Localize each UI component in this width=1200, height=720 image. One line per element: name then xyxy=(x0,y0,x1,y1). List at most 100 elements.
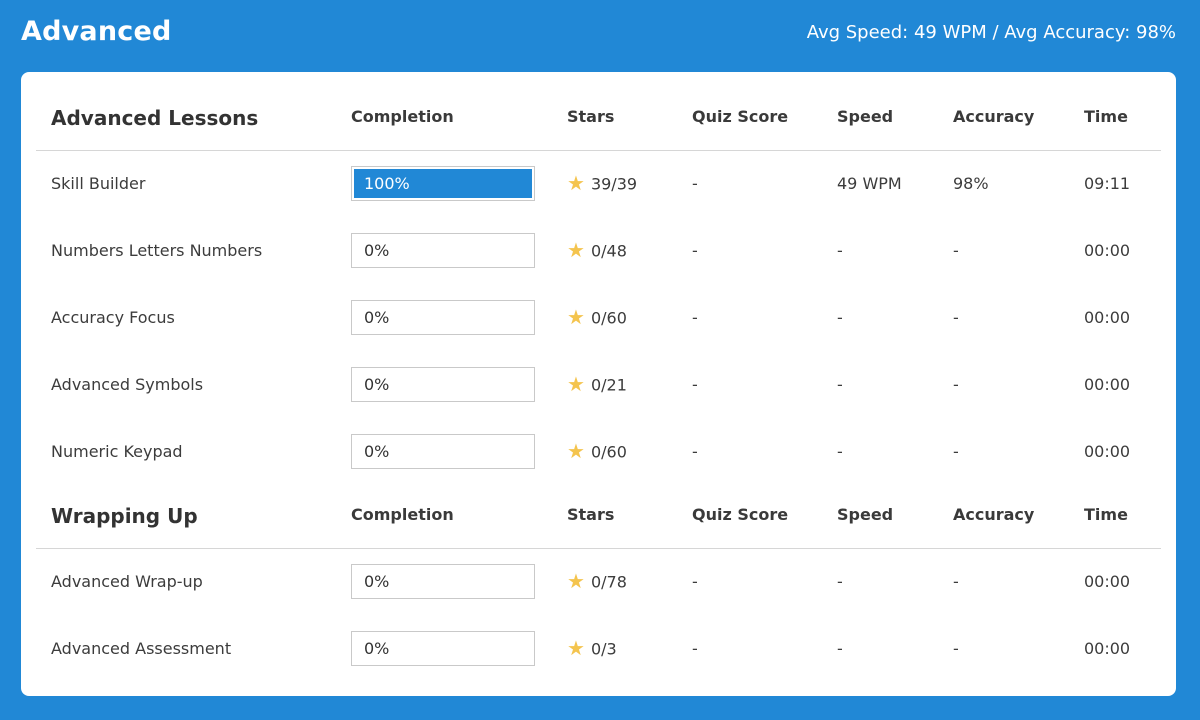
column-header-completion: Completion xyxy=(351,505,454,524)
accuracy-value: - xyxy=(953,639,959,658)
section-header: Advanced Lessons Completion Stars Quiz S… xyxy=(36,72,1161,151)
speed-value: - xyxy=(837,572,843,591)
accuracy-value: - xyxy=(953,241,959,260)
completion-value: 0% xyxy=(364,308,390,327)
column-header-stars: Stars xyxy=(567,505,615,524)
quiz-score-value: - xyxy=(692,572,698,591)
time-value: 09:11 xyxy=(1084,174,1131,193)
completion-value: 0% xyxy=(364,375,390,394)
stars-value: 0/48 xyxy=(590,241,627,261)
completion-progress-bar: 0% xyxy=(351,367,535,402)
star-icon: ★ xyxy=(567,635,585,660)
lesson-row[interactable]: Numbers Letters Numbers 0% ★ 0/48 - - - 0… xyxy=(21,218,1176,285)
lesson-row[interactable]: Accuracy Focus 0% ★ 0/60 - - - 00:00 xyxy=(21,285,1176,352)
stars-cell: ★ 0/48 xyxy=(567,218,627,285)
lesson-row[interactable]: Advanced Wrap-up 0% ★ 0/78 - - - 00:00 xyxy=(21,549,1176,616)
accuracy-value: 98% xyxy=(953,174,989,193)
accuracy-value: - xyxy=(953,572,959,591)
column-header-stars: Stars xyxy=(567,107,615,126)
star-icon: ★ xyxy=(567,237,585,262)
time-value: 00:00 xyxy=(1084,639,1131,658)
star-icon: ★ xyxy=(567,304,585,329)
section-header: Wrapping Up Completion Stars Quiz Score … xyxy=(36,470,1161,549)
section-wrapping-up: Wrapping Up Completion Stars Quiz Score … xyxy=(21,470,1176,683)
completion-value: 100% xyxy=(364,174,410,193)
completion-progress-bar: 0% xyxy=(351,434,535,469)
speed-value: - xyxy=(837,308,843,327)
time-value: 00:00 xyxy=(1084,375,1131,394)
completion-value: 0% xyxy=(364,572,390,591)
lesson-name[interactable]: Skill Builder xyxy=(51,174,146,193)
progress-fill xyxy=(354,169,532,198)
column-header-speed: Speed xyxy=(837,107,894,126)
stars-cell: ★ 39/39 xyxy=(567,151,637,218)
time-value: 00:00 xyxy=(1084,572,1131,591)
speed-value: - xyxy=(837,375,843,394)
stars-cell: ★ 0/78 xyxy=(567,549,627,616)
lesson-name[interactable]: Advanced Assessment xyxy=(51,639,232,658)
stars-value: 0/60 xyxy=(590,442,627,462)
completion-progress-bar: 0% xyxy=(351,300,535,335)
lesson-name[interactable]: Advanced Symbols xyxy=(51,375,204,394)
stars-value: 0/3 xyxy=(590,639,617,659)
star-icon: ★ xyxy=(567,438,585,463)
column-header-time: Time xyxy=(1084,505,1128,524)
column-header-quiz-score: Quiz Score xyxy=(692,107,789,126)
stars-value: 0/60 xyxy=(590,308,627,328)
average-stats: Avg Speed: 49 WPM / Avg Accuracy: 98% xyxy=(806,22,1176,43)
stars-value: 39/39 xyxy=(590,174,638,194)
speed-value: - xyxy=(837,442,843,461)
completion-value: 0% xyxy=(364,241,390,260)
stars-cell: ★ 0/60 xyxy=(567,419,627,486)
column-header-quiz-score: Quiz Score xyxy=(692,505,789,524)
speed-value: - xyxy=(837,241,843,260)
quiz-score-value: - xyxy=(692,308,698,327)
stars-cell: ★ 0/21 xyxy=(567,352,627,419)
star-icon: ★ xyxy=(567,568,585,593)
lesson-row[interactable]: Advanced Symbols 0% ★ 0/21 - - - 00:00 xyxy=(21,352,1176,419)
lesson-name[interactable]: Advanced Wrap-up xyxy=(51,572,203,591)
lesson-row[interactable]: Numeric Keypad 0% ★ 0/60 - - - 00:00 xyxy=(21,419,1176,486)
stars-value: 0/21 xyxy=(590,375,627,395)
lesson-name[interactable]: Numeric Keypad xyxy=(51,442,183,461)
completion-value: 0% xyxy=(364,442,390,461)
column-header-accuracy: Accuracy xyxy=(953,505,1035,524)
accuracy-value: - xyxy=(953,375,959,394)
column-header-time: Time xyxy=(1084,107,1128,126)
lesson-row[interactable]: Advanced Assessment 0% ★ 0/3 - - - 00:00 xyxy=(21,616,1176,683)
time-value: 00:00 xyxy=(1084,308,1131,327)
time-value: 00:00 xyxy=(1084,442,1131,461)
completion-progress-bar: 0% xyxy=(351,233,535,268)
column-header-accuracy: Accuracy xyxy=(953,107,1035,126)
section-title: Wrapping Up xyxy=(51,504,198,528)
completion-value: 0% xyxy=(364,639,390,658)
speed-value: 49 WPM xyxy=(837,174,902,193)
section-title: Advanced Lessons xyxy=(51,106,259,130)
quiz-score-value: - xyxy=(692,241,698,260)
star-icon: ★ xyxy=(567,371,585,396)
stars-cell: ★ 0/3 xyxy=(567,616,617,683)
section-advanced-lessons: Advanced Lessons Completion Stars Quiz S… xyxy=(21,72,1176,486)
stars-value: 0/78 xyxy=(590,572,627,592)
speed-value: - xyxy=(837,639,843,658)
quiz-score-value: - xyxy=(692,174,698,193)
quiz-score-value: - xyxy=(692,639,698,658)
lesson-name[interactable]: Numbers Letters Numbers xyxy=(51,241,263,260)
completion-progress-bar: 100% xyxy=(351,166,535,201)
page-title: Advanced xyxy=(21,16,172,47)
stars-cell: ★ 0/60 xyxy=(567,285,627,352)
accuracy-value: - xyxy=(953,442,959,461)
column-header-speed: Speed xyxy=(837,505,894,524)
quiz-score-value: - xyxy=(692,442,698,461)
quiz-score-value: - xyxy=(692,375,698,394)
time-value: 00:00 xyxy=(1084,241,1131,260)
column-header-completion: Completion xyxy=(351,107,454,126)
lessons-card: Advanced Lessons Completion Stars Quiz S… xyxy=(21,72,1176,696)
star-icon: ★ xyxy=(567,170,585,195)
completion-progress-bar: 0% xyxy=(351,564,535,599)
lesson-name[interactable]: Accuracy Focus xyxy=(51,308,175,327)
lesson-row[interactable]: Skill Builder 100% ★ 39/39 - 49 WPM 98% 0… xyxy=(21,151,1176,218)
completion-progress-bar: 0% xyxy=(351,631,535,666)
top-bar: Advanced Avg Speed: 49 WPM / Avg Accurac… xyxy=(0,0,1200,64)
accuracy-value: - xyxy=(953,308,959,327)
